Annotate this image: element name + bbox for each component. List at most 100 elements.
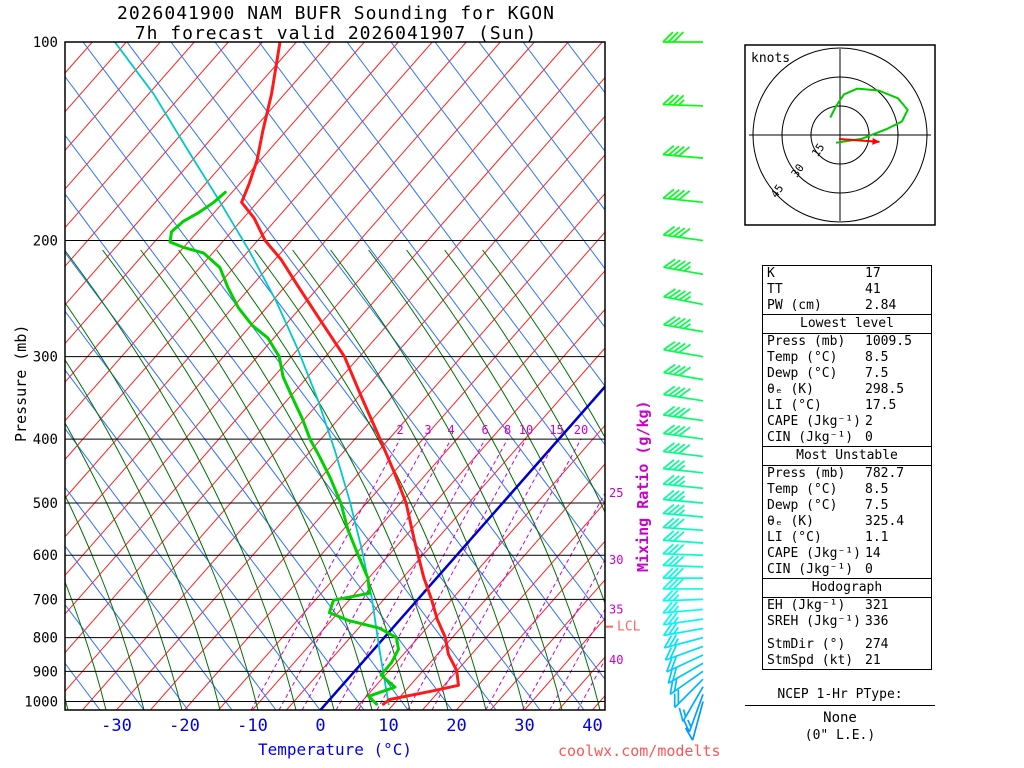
temperature-profile-line <box>240 42 460 706</box>
stat-value: 325.4 <box>865 514 905 529</box>
mixing-ratio-label: 35 <box>609 602 623 616</box>
wind-barb <box>673 678 704 709</box>
wind-barb <box>669 670 704 695</box>
hodograph-ring-label: 45 <box>768 182 786 200</box>
wind-barb <box>663 341 704 358</box>
stat-row: Temp (°C) 8.5 <box>763 350 931 366</box>
stat-value: 8.5 <box>865 482 889 497</box>
mixing-ratio-label: 3 <box>424 423 431 437</box>
stat-row: LI (°C) 17.5 <box>763 398 931 414</box>
stats-gap <box>763 630 931 637</box>
ptype-block: NCEP 1-Hr PType: None (0" L.E.) <box>745 687 935 743</box>
stat-label: LI (°C) <box>767 398 822 413</box>
wind-barb <box>662 601 704 614</box>
lcl-label: LCL <box>617 620 641 635</box>
stat-label: Dewp (°C) <box>767 366 838 381</box>
ptype-value: None <box>823 710 857 726</box>
stat-value: 21 <box>865 653 881 668</box>
pressure-tick-label: 200 <box>33 234 58 250</box>
storm-motion-arrowhead <box>872 137 880 145</box>
temperature-tick-label: 30 <box>514 716 534 736</box>
temperature-tick-label: -20 <box>169 716 200 736</box>
wind-barb <box>662 442 704 458</box>
stats-section-header: Lowest level <box>763 315 931 334</box>
stat-row: StmDir (°) 274 <box>763 637 931 653</box>
mixing-ratio-label: 8 <box>504 423 511 437</box>
pressure-tick-label: 500 <box>33 496 58 512</box>
stat-value: 274 <box>865 637 889 652</box>
stat-row: StmSpd (kt) 21 <box>763 653 931 669</box>
stat-row: Dewp (°C) 7.5 <box>763 498 931 514</box>
stat-value: 336 <box>865 614 889 629</box>
temperature-tick-label: 40 <box>582 716 602 736</box>
stat-value: 2 <box>865 414 873 429</box>
hodograph-units-label: knots <box>751 51 790 66</box>
stat-value: 2.84 <box>865 298 897 313</box>
wind-barb <box>662 405 704 422</box>
hodograph-ring-label: 30 <box>789 162 807 180</box>
wind-barb <box>662 503 704 518</box>
temperature-tick-label: -10 <box>237 716 268 736</box>
stat-label: Press (mb) <box>767 334 846 349</box>
wind-barb <box>662 188 704 204</box>
wind-barb <box>667 662 704 685</box>
stat-row: Temp (°C) 8.5 <box>763 482 931 498</box>
wind-barb <box>663 288 704 306</box>
mixing-ratio-label: 6 <box>482 423 489 437</box>
stat-label: θₑ (K) <box>767 514 814 529</box>
stat-value: 0 <box>865 562 873 577</box>
stat-row: K 17 <box>763 266 931 282</box>
wind-barb <box>682 693 704 733</box>
dewpoint-profile-line <box>168 190 400 706</box>
mixing-ratio-label: 30 <box>609 553 623 567</box>
pressure-tick-label: 400 <box>33 432 58 448</box>
temperature-tick-label: 0 <box>315 716 325 736</box>
wind-barb <box>662 567 703 579</box>
pressure-tick-label: 700 <box>33 592 58 608</box>
pressure-tick-label: 100 <box>33 35 58 51</box>
pressure-tick-label: 600 <box>33 548 58 564</box>
mixing-ratio-labels: 2 3 4 6 8 10 15 20 25 30 35 40 <box>397 423 624 667</box>
stat-row: TT 41 <box>763 282 931 298</box>
stat-label: Press (mb) <box>767 466 846 481</box>
stat-value: 7.5 <box>865 498 889 513</box>
stat-row: Dewp (°C) 7.5 <box>763 366 931 382</box>
wind-barb <box>684 701 704 741</box>
hodograph-trace <box>829 87 909 144</box>
stat-row: LI (°C) 1.1 <box>763 530 931 546</box>
stat-row: EH (Jkg⁻¹) 321 <box>763 598 931 614</box>
wind-barb <box>664 645 704 661</box>
stat-row: SREH (Jkg⁻¹) 336 <box>763 614 931 630</box>
stats-section: Hodograph EH (Jkg⁻¹) 321 SREH (Jkg⁻¹) 336 Stm… <box>762 578 932 670</box>
stats-section: K 17 TT 41 PW (cm) 2.84 <box>762 265 932 315</box>
stat-label: Dewp (°C) <box>767 498 838 513</box>
stat-label: θₑ (K) <box>767 382 814 397</box>
chart-title: 2026041900 NAM BUFR Sounding for KGON <box>117 3 555 24</box>
mixing-ratio-label: 15 <box>549 423 563 437</box>
wind-barb <box>662 622 704 637</box>
temperature-tick-label: -30 <box>101 716 132 736</box>
stat-row: Press (mb) 782.7 <box>763 466 931 482</box>
wind-barb <box>662 612 704 626</box>
stats-section-header: Most Unstable <box>763 447 931 466</box>
ptype-title: NCEP 1-Hr PType: <box>745 687 935 706</box>
stat-value: 0 <box>865 430 873 445</box>
stat-label: CAPE (Jkg⁻¹) <box>767 546 861 561</box>
stat-value: 298.5 <box>865 382 905 397</box>
hodograph-ring-label: 15 <box>809 141 827 159</box>
wind-barb <box>662 555 704 568</box>
stat-label: TT <box>767 282 783 297</box>
stat-label: SREH (Jkg⁻¹) <box>767 614 861 629</box>
watermark-text: coolwx.com/modelts <box>558 742 721 760</box>
wind-barb <box>662 459 704 474</box>
stat-row: Press (mb) 1009.5 <box>763 334 931 350</box>
stat-value: 782.7 <box>865 466 905 481</box>
stat-value: 1009.5 <box>865 334 912 349</box>
plot-border <box>64 41 606 711</box>
wind-barb <box>663 316 704 333</box>
mixing-ratio-label: 20 <box>574 423 588 437</box>
wind-barb <box>663 363 704 381</box>
stat-row: CIN (Jkg⁻¹) 0 <box>763 562 931 578</box>
